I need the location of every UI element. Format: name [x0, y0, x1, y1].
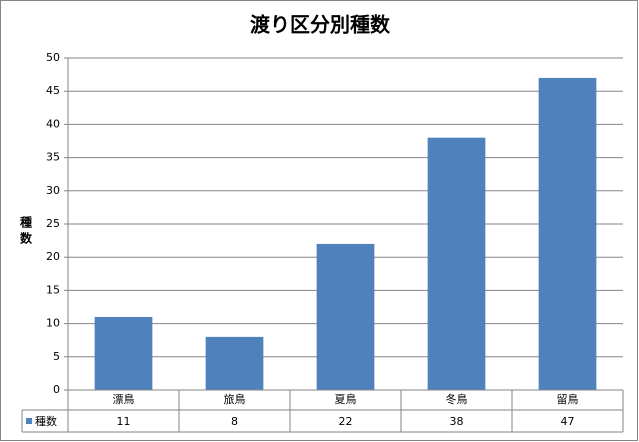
x-tick-label: 冬鳥 — [446, 392, 468, 406]
y-tick-label: 5 — [53, 350, 60, 363]
y-tick-label: 20 — [46, 250, 60, 263]
table-value: 38 — [450, 415, 464, 428]
y-tick-label: 40 — [46, 117, 60, 130]
y-axis-label: 種数 — [19, 215, 33, 248]
table-value: 22 — [339, 415, 353, 428]
x-tick-label: 留鳥 — [557, 392, 579, 406]
bar — [316, 243, 375, 390]
y-tick-label: 35 — [46, 151, 60, 164]
legend-label: 種数 — [35, 414, 57, 428]
x-tick-label: 旅鳥 — [224, 392, 246, 406]
table-value: 11 — [117, 415, 131, 428]
y-tick-label: 30 — [46, 184, 60, 197]
y-tick-label: 10 — [46, 317, 60, 330]
legend-key — [26, 418, 32, 424]
bar — [538, 77, 597, 391]
y-tick-label: 50 — [46, 51, 60, 64]
table-value: 47 — [561, 415, 575, 428]
x-tick-label: 漂鳥 — [113, 392, 135, 406]
bar — [94, 316, 153, 390]
chart-title: 渡り区分別種数 — [250, 13, 391, 37]
y-tick-label: 25 — [46, 217, 60, 230]
bar — [205, 336, 264, 390]
y-tick-label: 15 — [46, 283, 60, 296]
y-tick-label: 45 — [46, 84, 60, 97]
bar — [427, 137, 486, 390]
table-value: 8 — [231, 415, 238, 428]
y-tick-label: 0 — [53, 383, 60, 396]
x-tick-label: 夏鳥 — [335, 392, 357, 406]
